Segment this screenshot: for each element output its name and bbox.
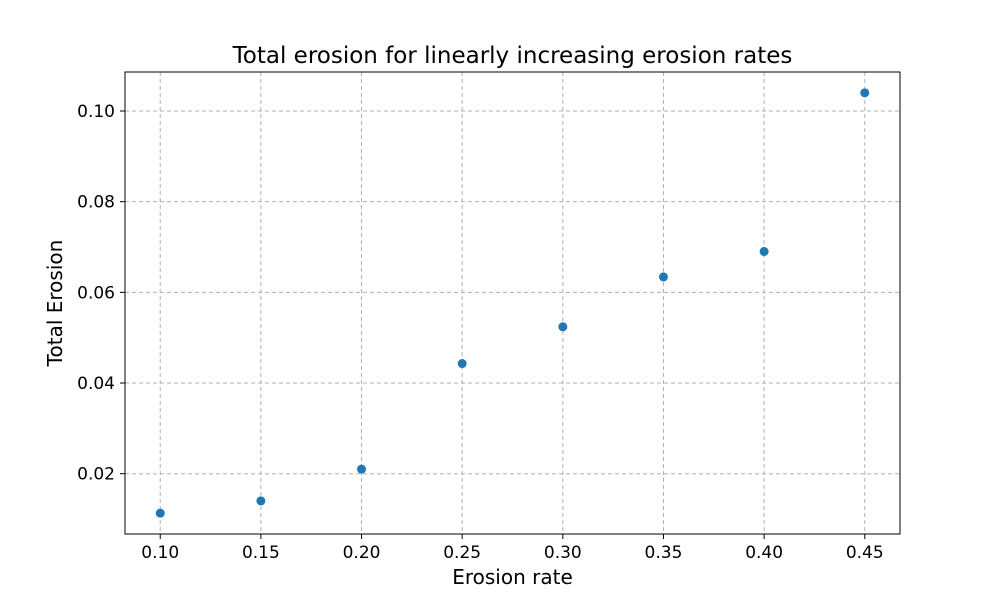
- scatter-point: [256, 496, 266, 506]
- y-tick-label: 0.02: [77, 465, 115, 485]
- x-tick-label: 0.40: [745, 543, 783, 563]
- axis-ticks: 0.10 0.15 0.20 0.25 0.30 0.35 0.40 0.45 0.02 0.04…: [77, 102, 884, 563]
- x-tick-label: 0.25: [443, 543, 481, 563]
- x-tick-label: 0.10: [141, 543, 179, 563]
- x-tick-label: 0.30: [544, 543, 582, 563]
- x-tick-label: 0.35: [645, 543, 683, 563]
- x-tick-label: 0.15: [242, 543, 280, 563]
- plot-area-frame: [124, 71, 901, 535]
- y-tick-label: 0.08: [77, 193, 115, 213]
- scatter-point: [558, 322, 568, 332]
- grid: [125, 72, 900, 534]
- chart-title: Total erosion for linearly increasing er…: [232, 43, 793, 69]
- scatter-point: [658, 272, 668, 282]
- scatter-point: [759, 247, 769, 257]
- scatter-point: [457, 359, 467, 369]
- y-tick-label: 0.10: [77, 102, 115, 122]
- x-axis-label: Erosion rate: [452, 565, 573, 589]
- scatter-point: [155, 508, 165, 518]
- x-tick-label: 0.20: [343, 543, 381, 563]
- scatter-point: [357, 464, 367, 474]
- y-axis-label: Total Erosion: [43, 240, 67, 368]
- y-tick-label: 0.04: [77, 374, 115, 394]
- scatter-point: [860, 88, 870, 98]
- y-tick-label: 0.06: [77, 283, 115, 303]
- data-points: [155, 88, 870, 518]
- x-tick-label: 0.45: [846, 543, 884, 563]
